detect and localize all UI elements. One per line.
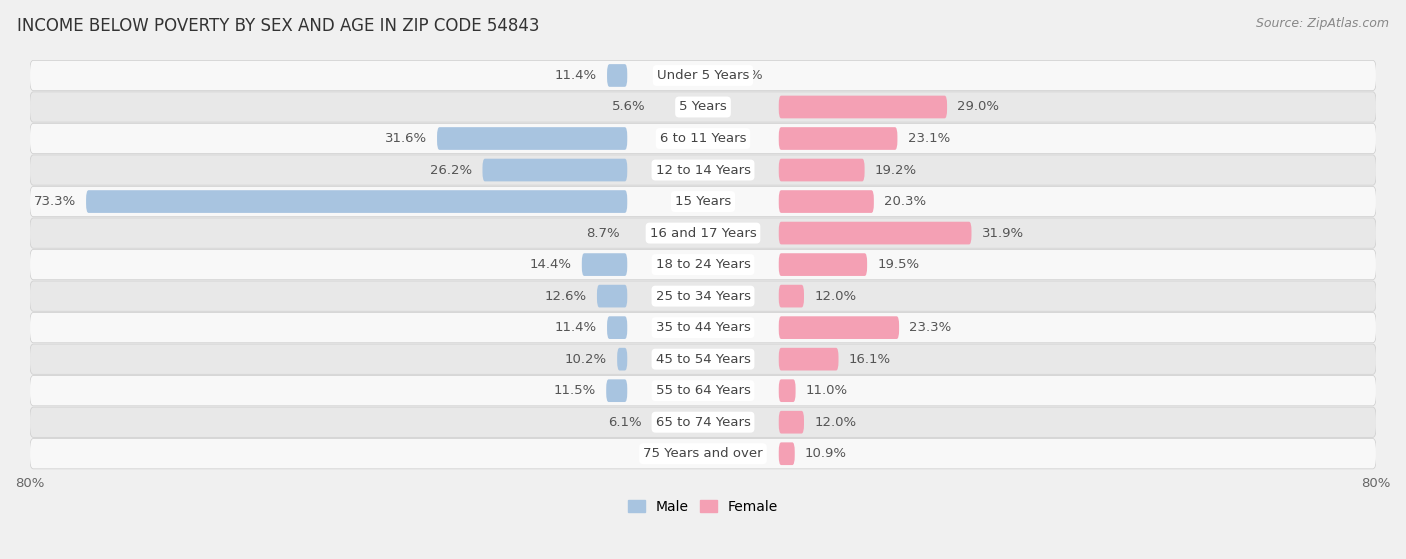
FancyBboxPatch shape <box>779 222 972 244</box>
FancyBboxPatch shape <box>779 442 794 465</box>
Text: 31.6%: 31.6% <box>385 132 427 145</box>
FancyBboxPatch shape <box>582 253 627 276</box>
FancyBboxPatch shape <box>30 124 1376 154</box>
FancyBboxPatch shape <box>30 281 1376 311</box>
FancyBboxPatch shape <box>86 190 627 213</box>
FancyBboxPatch shape <box>30 155 1376 185</box>
Text: 10.2%: 10.2% <box>565 353 607 366</box>
FancyBboxPatch shape <box>606 380 627 402</box>
FancyBboxPatch shape <box>30 249 1376 280</box>
Text: 29.0%: 29.0% <box>957 101 1000 113</box>
FancyBboxPatch shape <box>482 159 627 181</box>
FancyBboxPatch shape <box>779 127 897 150</box>
FancyBboxPatch shape <box>779 96 948 119</box>
Text: 16.1%: 16.1% <box>849 353 891 366</box>
FancyBboxPatch shape <box>30 218 1376 248</box>
Text: 5 Years: 5 Years <box>679 101 727 113</box>
Text: 11.5%: 11.5% <box>554 384 596 397</box>
Text: 45 to 54 Years: 45 to 54 Years <box>655 353 751 366</box>
Text: 19.2%: 19.2% <box>875 164 917 177</box>
Text: 1.9%: 1.9% <box>730 69 762 82</box>
Text: Under 5 Years: Under 5 Years <box>657 69 749 82</box>
FancyBboxPatch shape <box>779 348 838 371</box>
Text: 18 to 24 Years: 18 to 24 Years <box>655 258 751 271</box>
FancyBboxPatch shape <box>607 316 627 339</box>
FancyBboxPatch shape <box>779 411 804 434</box>
Text: 25 to 34 Years: 25 to 34 Years <box>655 290 751 302</box>
FancyBboxPatch shape <box>30 92 1376 122</box>
Text: 11.4%: 11.4% <box>555 321 598 334</box>
Legend: Male, Female: Male, Female <box>623 494 783 519</box>
FancyBboxPatch shape <box>607 64 627 87</box>
Text: 20.3%: 20.3% <box>884 195 927 208</box>
Text: 19.5%: 19.5% <box>877 258 920 271</box>
Text: INCOME BELOW POVERTY BY SEX AND AGE IN ZIP CODE 54843: INCOME BELOW POVERTY BY SEX AND AGE IN Z… <box>17 17 540 35</box>
FancyBboxPatch shape <box>617 348 627 371</box>
Text: 14.4%: 14.4% <box>530 258 572 271</box>
Text: 35 to 44 Years: 35 to 44 Years <box>655 321 751 334</box>
Text: 12.0%: 12.0% <box>814 416 856 429</box>
Text: 6.1%: 6.1% <box>607 416 641 429</box>
Text: 65 to 74 Years: 65 to 74 Years <box>655 416 751 429</box>
FancyBboxPatch shape <box>779 159 865 181</box>
Text: 8.7%: 8.7% <box>586 226 620 240</box>
FancyBboxPatch shape <box>437 127 627 150</box>
Text: Source: ZipAtlas.com: Source: ZipAtlas.com <box>1256 17 1389 30</box>
Text: 23.3%: 23.3% <box>910 321 952 334</box>
Text: 16 and 17 Years: 16 and 17 Years <box>650 226 756 240</box>
Text: 5.6%: 5.6% <box>612 101 645 113</box>
FancyBboxPatch shape <box>30 60 1376 91</box>
FancyBboxPatch shape <box>30 407 1376 437</box>
Text: 55 to 64 Years: 55 to 64 Years <box>655 384 751 397</box>
Text: 73.3%: 73.3% <box>34 195 76 208</box>
Text: 6 to 11 Years: 6 to 11 Years <box>659 132 747 145</box>
Text: 23.1%: 23.1% <box>907 132 950 145</box>
FancyBboxPatch shape <box>30 312 1376 343</box>
Text: 26.2%: 26.2% <box>430 164 472 177</box>
FancyBboxPatch shape <box>30 187 1376 217</box>
Text: 75 Years and over: 75 Years and over <box>643 447 763 460</box>
FancyBboxPatch shape <box>779 190 875 213</box>
FancyBboxPatch shape <box>779 380 796 402</box>
FancyBboxPatch shape <box>779 316 898 339</box>
Text: 12.6%: 12.6% <box>544 290 586 302</box>
Text: 12 to 14 Years: 12 to 14 Years <box>655 164 751 177</box>
FancyBboxPatch shape <box>779 253 868 276</box>
FancyBboxPatch shape <box>598 285 627 307</box>
Text: 10.9%: 10.9% <box>804 447 846 460</box>
FancyBboxPatch shape <box>30 376 1376 406</box>
Text: 2.1%: 2.1% <box>641 447 675 460</box>
Text: 11.0%: 11.0% <box>806 384 848 397</box>
Text: 31.9%: 31.9% <box>981 226 1024 240</box>
Text: 15 Years: 15 Years <box>675 195 731 208</box>
Text: 11.4%: 11.4% <box>555 69 598 82</box>
FancyBboxPatch shape <box>30 439 1376 469</box>
FancyBboxPatch shape <box>779 285 804 307</box>
FancyBboxPatch shape <box>30 344 1376 375</box>
Text: 12.0%: 12.0% <box>814 290 856 302</box>
